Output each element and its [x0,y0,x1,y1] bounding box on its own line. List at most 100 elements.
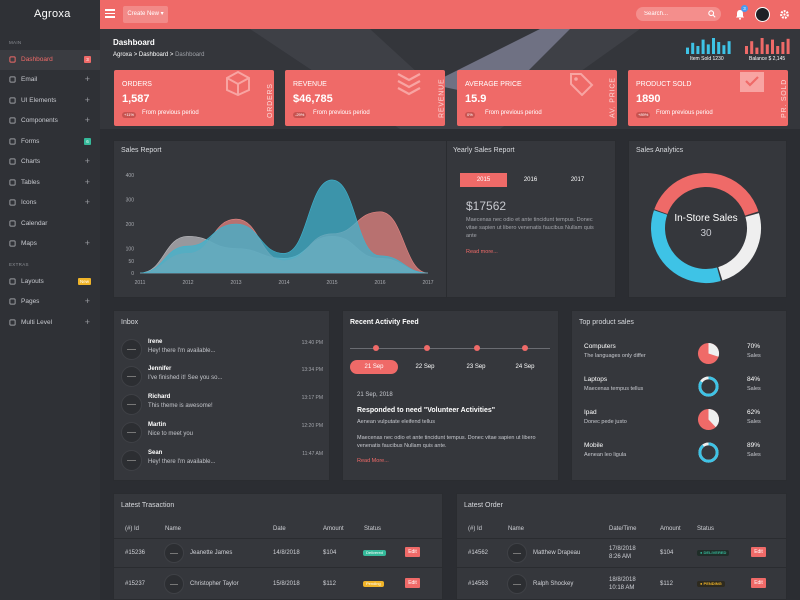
check-box-icon [740,72,764,92]
sidebar-item-label: Pages [21,298,40,305]
table-icon [9,179,16,186]
transactions-title: Latest Trasaction [121,502,175,509]
timeline-dot[interactable] [373,345,379,351]
bell-icon[interactable] [735,9,745,20]
y-tick-label: 400 [126,173,135,179]
expand-icon: + [84,238,90,248]
product-name: Mobile [584,442,604,449]
tab-2015[interactable]: 2015 [460,173,507,187]
x-tick-label: 2015 [326,280,337,286]
sidebar-item-label: Forms [21,138,40,145]
sidebar-item-email[interactable]: Email + [0,70,100,90]
timeline-date-active[interactable]: 21 Sep [350,360,398,374]
calendar-icon [9,220,16,227]
breadcrumb-current: Dashboard [175,52,205,58]
sidebar-item-ui-elements[interactable]: UI Elements + [0,91,100,111]
sidebar-item-tables[interactable]: Tables + [0,173,100,193]
sender-name: Irene [148,339,163,345]
activity-read-more-link[interactable]: Read More... [357,458,389,464]
breadcrumb: Agroxa > Dashboard > Dashboard [113,52,204,58]
product-mini-chart [697,408,720,431]
sidebar-item-layouts[interactable]: Layouts New [0,272,100,292]
sidebar-item-pages[interactable]: Pages + [0,292,100,312]
tab-2016[interactable]: 2016 [523,177,538,183]
sidebar-section-extras: EXTRAS [9,262,29,267]
donut-segment [651,172,761,283]
tab-2017[interactable]: 2017 [570,177,585,183]
avatar [121,422,142,443]
sidebar-item-dashboard[interactable]: Dashboard 3 [0,50,100,70]
layers-icon [9,97,16,104]
gear-icon[interactable] [779,9,790,20]
user-avatar[interactable] [755,7,770,22]
activity-headline: Responded to need "Volunteer Activities" [357,407,496,414]
breadcrumb-item[interactable]: Dashboard [138,52,169,58]
yearly-sales-title: Yearly Sales Report [453,147,515,154]
product-row[interactable]: Laptops Maecenas tempus tellus 84% Sales [574,370,786,403]
cube-icon [9,117,16,124]
spark-bar [727,41,731,54]
area-series-2 [139,179,429,274]
sidebar-item-components[interactable]: Components + [0,111,100,131]
y-tick-label: 100 [126,247,135,253]
timeline-dot[interactable] [522,345,528,351]
sidebar-badge: New [77,278,91,285]
edit-button[interactable]: Edit [405,547,420,557]
timeline-date[interactable]: 22 Sep [415,364,435,370]
product-sales-label: Sales [747,419,761,425]
product-percent: 89% [747,442,761,449]
product-name: Laptops [584,376,608,383]
timeline-dot[interactable] [424,345,430,351]
inbox-message[interactable]: Richard This theme is awesome! 13:17 PM [114,391,330,418]
sidebar-item-forms[interactable]: Forms 6 [0,132,100,152]
stat-vertical-label: ORDERS [267,83,274,118]
edit-button[interactable]: Edit [751,547,766,557]
search-icon[interactable] [708,10,716,18]
x-tick-label: 2016 [374,280,385,286]
create-new-button[interactable]: Create New ▾ [123,6,168,23]
product-row[interactable]: Mobile Aenean leo ligula 89% Sales [574,436,786,469]
timeline-date[interactable]: 24 Sep [515,364,535,370]
expand-icon: + [84,296,90,306]
transaction-name: Jeanette James [190,550,233,556]
yearly-sales-value: $17562 [466,199,507,213]
avatar [121,339,142,360]
sidebar-item-icons[interactable]: Icons + [0,193,100,213]
yearly-read-more-link[interactable]: Read more... [466,249,498,255]
stat-vertical-label: PR. SOLD [781,78,788,118]
avatar [164,574,184,594]
timeline-dot[interactable] [474,345,480,351]
order-date: 17/8/2018 [609,546,636,552]
y-tick-label: 200 [126,222,135,228]
product-row[interactable]: Computers The languages only differ 70% Sal… [574,337,786,370]
breadcrumb-item[interactable]: Agroxa [113,52,133,58]
order-name: Ralph Shockey [533,581,574,587]
sidebar-badge: 6 [84,138,91,145]
product-row[interactable]: Ipad Donec pede justo 62% Sales [574,403,786,436]
sidebar-item-calendar[interactable]: Calendar [0,214,100,234]
activity-feed-card [342,310,559,481]
spark-bar [706,44,710,54]
brand-logo[interactable]: Agroxa [34,8,71,20]
inbox-message[interactable]: Martin Nice to meet you 12:20 PM [114,419,330,446]
edit-button[interactable]: Edit [751,578,766,588]
expand-icon: + [84,95,90,105]
inbox-title: Inbox [121,319,139,326]
hamburger-menu-icon[interactable] [105,9,115,18]
sales-analytics-title: Sales Analytics [636,147,684,154]
activity-title: Recent Activity Feed [350,319,419,326]
inbox-message[interactable]: Jennifer I've finished it! See you so... 1… [114,363,330,390]
y-tick-label: 50 [128,259,134,265]
sales-analytics-donut [651,172,761,283]
sidebar-item-charts[interactable]: Charts + [0,152,100,172]
mail-icon [9,76,16,83]
status-badge: ● PENDING [697,581,725,587]
inbox-message[interactable]: Sean Hey! there I'm available... 11:47 AM [114,447,330,474]
timeline-date[interactable]: 23 Sep [466,364,486,370]
inbox-message[interactable]: Irene Hey! there I'm available... 13:40 PM [114,336,330,363]
sidebar-item-multi-level[interactable]: Multi Level + [0,313,100,333]
search-input[interactable] [636,7,721,21]
edit-button[interactable]: Edit [405,578,420,588]
sidebar-item-maps[interactable]: Maps + [0,234,100,254]
sidebar-badge: 3 [84,56,91,63]
